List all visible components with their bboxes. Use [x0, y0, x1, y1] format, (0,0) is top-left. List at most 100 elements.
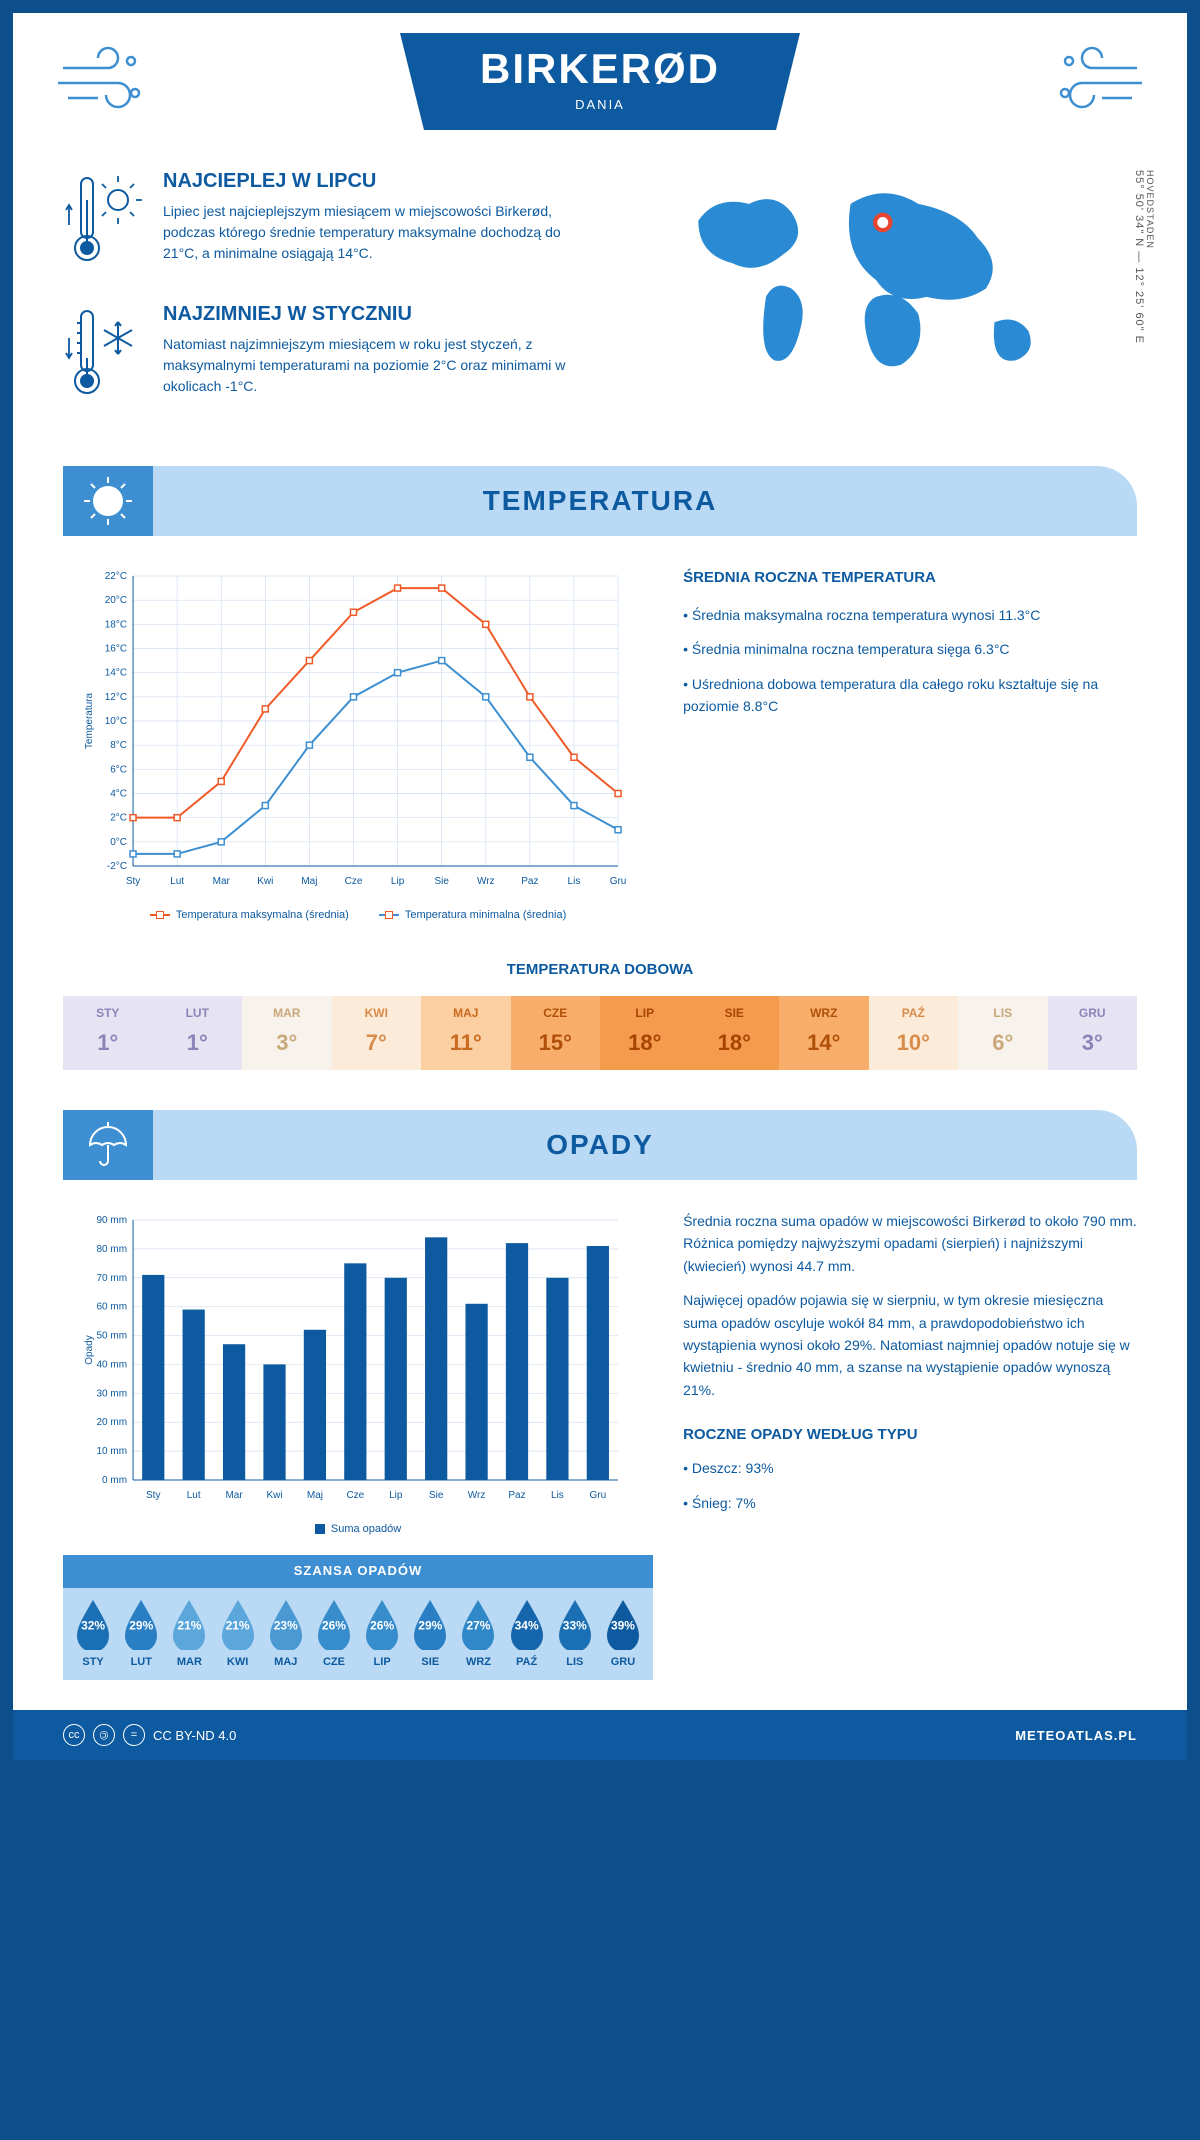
region-label: HOVEDSTADEN: [1145, 170, 1155, 344]
rain-drop-cell: 26%LIP: [358, 1598, 406, 1668]
svg-text:Lis: Lis: [551, 1490, 564, 1501]
city-name: BIRKERØD: [480, 45, 720, 93]
svg-text:Maj: Maj: [307, 1490, 323, 1501]
svg-text:2°C: 2°C: [110, 813, 127, 824]
header: BIRKERØD DANIA: [13, 13, 1187, 160]
rain-drop-cell: 21%KWI: [214, 1598, 262, 1668]
svg-text:Sty: Sty: [126, 876, 140, 887]
svg-text:Cze: Cze: [346, 1490, 364, 1501]
svg-text:-2°C: -2°C: [107, 861, 127, 872]
svg-text:16°C: 16°C: [105, 644, 127, 655]
legend-max: Temperatura maksymalna (średnia): [176, 909, 349, 921]
temperature-section-header: TEMPERATURA: [63, 466, 1137, 536]
daily-cell: PAŹ10°: [869, 996, 959, 1070]
lon-label: 12° 25' 60" E: [1133, 267, 1145, 344]
rain-drop-cell: 26%CZE: [310, 1598, 358, 1668]
svg-text:18°C: 18°C: [105, 619, 127, 630]
svg-text:10 mm: 10 mm: [96, 1446, 127, 1457]
svg-text:Paz: Paz: [508, 1490, 525, 1501]
temp-averages: ŚREDNIA ROCZNA TEMPERATURA • Średnia mak…: [683, 566, 1137, 921]
svg-text:Sty: Sty: [146, 1490, 160, 1501]
daily-cell: STY1°: [63, 996, 153, 1070]
svg-text:Lut: Lut: [187, 1490, 201, 1501]
site-label: METEOATLAS.PL: [1015, 1728, 1137, 1743]
svg-text:20 mm: 20 mm: [96, 1417, 127, 1428]
daily-cell: GRU3°: [1048, 996, 1138, 1070]
fact-hot-title: NAJCIEPLEJ W LIPCU: [163, 170, 585, 193]
temp-avg-title: ŚREDNIA ROCZNA TEMPERATURA: [683, 566, 1137, 590]
svg-text:40 mm: 40 mm: [96, 1359, 127, 1370]
rain-legend: Suma opadów: [63, 1523, 653, 1535]
svg-text:Wrz: Wrz: [477, 876, 495, 887]
rain-chance-drops: 32%STY29%LUT21%MAR21%KWI23%MAJ26%CZE26%L…: [63, 1588, 653, 1680]
daily-cell: WRZ14°: [779, 996, 869, 1070]
coordinates: HOVEDSTADEN 55° 50' 34" N — 12° 25' 60" …: [1133, 170, 1155, 344]
svg-text:Cze: Cze: [345, 876, 363, 887]
fact-warmest: NAJCIEPLEJ W LIPCU Lipiec jest najcieple…: [63, 170, 585, 275]
rain-type-1: • Śnieg: 7%: [683, 1492, 1137, 1514]
wind-icon-left: [53, 43, 153, 118]
temp-bullet-1: • Średnia minimalna roczna temperatura s…: [683, 638, 1137, 660]
svg-text:Opady: Opady: [84, 1335, 95, 1364]
title-banner: BIRKERØD DANIA: [400, 33, 800, 130]
precipitation-bar-chart: 0 mm10 mm20 mm30 mm40 mm50 mm60 mm70 mm8…: [63, 1210, 653, 1680]
lat-label: 55° 50' 34" N: [1133, 170, 1145, 247]
svg-text:14°C: 14°C: [105, 668, 127, 679]
svg-text:22°C: 22°C: [105, 571, 127, 582]
temp-bullet-2: • Uśredniona dobowa temperatura dla całe…: [683, 673, 1137, 718]
svg-text:Maj: Maj: [301, 876, 317, 887]
svg-text:4°C: 4°C: [110, 789, 127, 800]
thermometer-hot-icon: [63, 170, 143, 275]
svg-text:Gru: Gru: [590, 1490, 607, 1501]
rain-para-1: Średnia roczna suma opadów w miejscowośc…: [683, 1210, 1137, 1277]
rain-types-title: ROCZNE OPADY WEDŁUG TYPU: [683, 1423, 1137, 1447]
rain-para-2: Najwięcej opadów pojawia się w sierpniu,…: [683, 1289, 1137, 1401]
temperature-chart-row: -2°C0°C2°C4°C6°C8°C10°C12°C14°C16°C18°C2…: [13, 536, 1187, 951]
temperature-line-chart: -2°C0°C2°C4°C6°C8°C10°C12°C14°C16°C18°C2…: [63, 566, 653, 921]
umbrella-icon: [63, 1110, 153, 1180]
rain-chance-block: SZANSA OPADÓW: [63, 1555, 653, 1588]
daily-cell: LUT1°: [153, 996, 243, 1070]
daily-cell: MAJ11°: [421, 996, 511, 1070]
rain-drop-cell: 33%LIS: [551, 1598, 599, 1668]
fact-cold-title: NAJZIMNIEJ W STYCZNIU: [163, 303, 585, 326]
rain-drop-cell: 29%LUT: [117, 1598, 165, 1668]
temp-legend: .legend-sw:nth-child(1)::after{border-co…: [63, 909, 653, 921]
svg-text:Gru: Gru: [610, 876, 627, 887]
svg-text:Kwi: Kwi: [266, 1490, 282, 1501]
rain-drop-cell: 29%SIE: [406, 1598, 454, 1668]
daily-temp-title: TEMPERATURA DOBOWA: [13, 961, 1187, 978]
legend-min: Temperatura minimalna (średnia): [405, 909, 566, 921]
daily-cell: LIP18°: [600, 996, 690, 1070]
svg-text:Sie: Sie: [434, 876, 449, 887]
svg-text:80 mm: 80 mm: [96, 1244, 127, 1255]
rain-drop-cell: 23%MAJ: [262, 1598, 310, 1668]
svg-text:6°C: 6°C: [110, 764, 127, 775]
intro-section: NAJCIEPLEJ W LIPCU Lipiec jest najcieple…: [13, 160, 1187, 466]
precipitation-section-header: OPADY: [63, 1110, 1137, 1180]
wind-icon-right: [1047, 43, 1147, 118]
svg-text:Paz: Paz: [521, 876, 538, 887]
sun-icon: [63, 466, 153, 536]
world-map: HOVEDSTADEN 55° 50' 34" N — 12° 25' 60" …: [615, 170, 1137, 395]
rain-drop-cell: 34%PAŹ: [503, 1598, 551, 1668]
rain-info: Średnia roczna suma opadów w miejscowośc…: [683, 1210, 1137, 1680]
svg-text:12°C: 12°C: [105, 692, 127, 703]
rain-chance-title: SZANSA OPADÓW: [63, 1563, 653, 1578]
temp-title: TEMPERATURA: [483, 485, 718, 517]
rain-drop-cell: 27%WRZ: [454, 1598, 502, 1668]
daily-cell: LIS6°: [958, 996, 1048, 1070]
rain-title: OPADY: [546, 1129, 654, 1161]
svg-text:Lip: Lip: [391, 876, 405, 887]
svg-text:Mar: Mar: [213, 876, 231, 887]
footer: cc 🄯 = CC BY-ND 4.0 METEOATLAS.PL: [13, 1710, 1187, 1760]
rain-drop-cell: 21%MAR: [165, 1598, 213, 1668]
thermometer-cold-icon: [63, 303, 143, 408]
svg-text:50 mm: 50 mm: [96, 1331, 127, 1342]
svg-text:Lip: Lip: [389, 1490, 403, 1501]
svg-text:0°C: 0°C: [110, 837, 127, 848]
precipitation-chart-row: 0 mm10 mm20 mm30 mm40 mm50 mm60 mm70 mm8…: [13, 1180, 1187, 1710]
svg-text:90 mm: 90 mm: [96, 1215, 127, 1226]
rain-drop-cell: 32%STY: [69, 1598, 117, 1668]
svg-text:Mar: Mar: [225, 1490, 243, 1501]
